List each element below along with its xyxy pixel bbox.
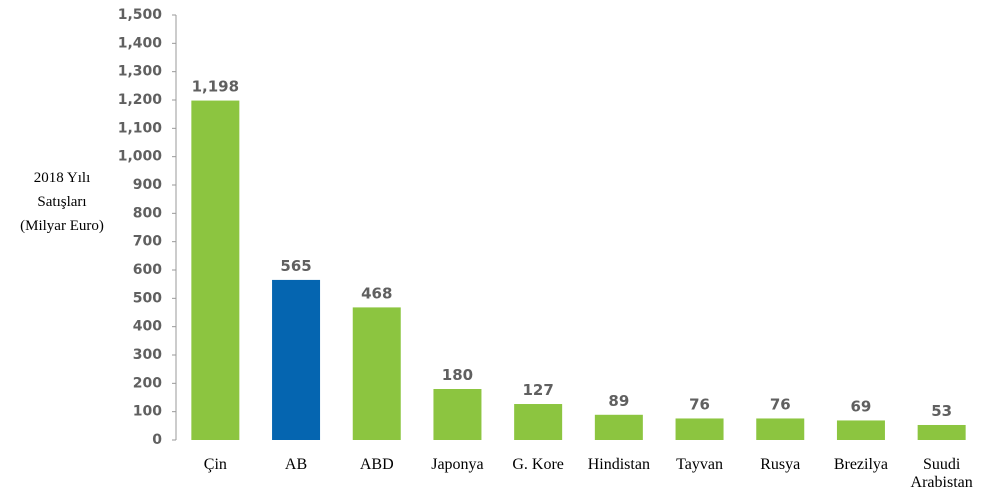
x-tick-label: G. Kore bbox=[512, 456, 564, 473]
y-tick-label: 100 bbox=[133, 404, 162, 420]
value-label: 180 bbox=[442, 366, 473, 384]
value-label: 69 bbox=[851, 397, 872, 415]
y-tick-label: 1,500 bbox=[118, 7, 163, 23]
value-label: 89 bbox=[608, 392, 629, 410]
y-tick-label: 1,100 bbox=[118, 120, 163, 136]
y-axis-label: (Milyar Euro) bbox=[20, 218, 104, 234]
y-axis-label: 2018 Yılı bbox=[34, 170, 91, 186]
bar bbox=[675, 418, 724, 440]
y-tick-label: 600 bbox=[133, 262, 162, 278]
bar bbox=[352, 307, 401, 440]
x-tick-label: Brezilya bbox=[833, 456, 889, 473]
value-label: 76 bbox=[689, 395, 710, 413]
value-label: 53 bbox=[931, 402, 952, 420]
x-tick-label: ABD bbox=[359, 456, 394, 473]
value-label: 76 bbox=[770, 395, 791, 413]
x-tick-label: Tayvan bbox=[676, 456, 723, 473]
value-label: 127 bbox=[522, 381, 553, 399]
y-axis-label: Satışları bbox=[37, 194, 86, 210]
bar bbox=[514, 404, 563, 440]
bar bbox=[594, 414, 643, 440]
bar bbox=[272, 279, 321, 440]
bar bbox=[191, 100, 240, 441]
y-tick-label: 200 bbox=[133, 375, 162, 391]
x-tick-label: AB bbox=[284, 456, 308, 473]
bar bbox=[836, 420, 885, 440]
y-tick-label: 400 bbox=[133, 319, 162, 335]
y-tick-label: 300 bbox=[133, 347, 162, 363]
y-tick-label: 700 bbox=[133, 234, 162, 250]
bar bbox=[917, 424, 966, 440]
x-tick-label: Rusya bbox=[760, 456, 801, 473]
y-tick-label: 800 bbox=[133, 205, 162, 221]
y-tick-label: 1,300 bbox=[118, 64, 163, 80]
bar bbox=[756, 418, 805, 440]
y-tick-label: 900 bbox=[133, 177, 162, 193]
value-label: 565 bbox=[280, 257, 311, 275]
y-tick-label: 1,000 bbox=[118, 149, 163, 165]
y-tick-label: 500 bbox=[133, 290, 162, 306]
y-tick-label: 1,200 bbox=[118, 92, 163, 108]
value-label: 1,198 bbox=[192, 78, 239, 96]
bar bbox=[433, 389, 482, 440]
value-label: 468 bbox=[361, 284, 392, 302]
y-tick-label: 0 bbox=[152, 432, 162, 448]
x-tick-label: Hindistan bbox=[587, 456, 650, 473]
x-tick-label: Çin bbox=[203, 456, 227, 473]
y-tick-label: 1,400 bbox=[118, 35, 163, 51]
x-tick-label: Japonya bbox=[431, 456, 484, 473]
x-tick-label: Suudi Arabistan bbox=[910, 456, 973, 491]
